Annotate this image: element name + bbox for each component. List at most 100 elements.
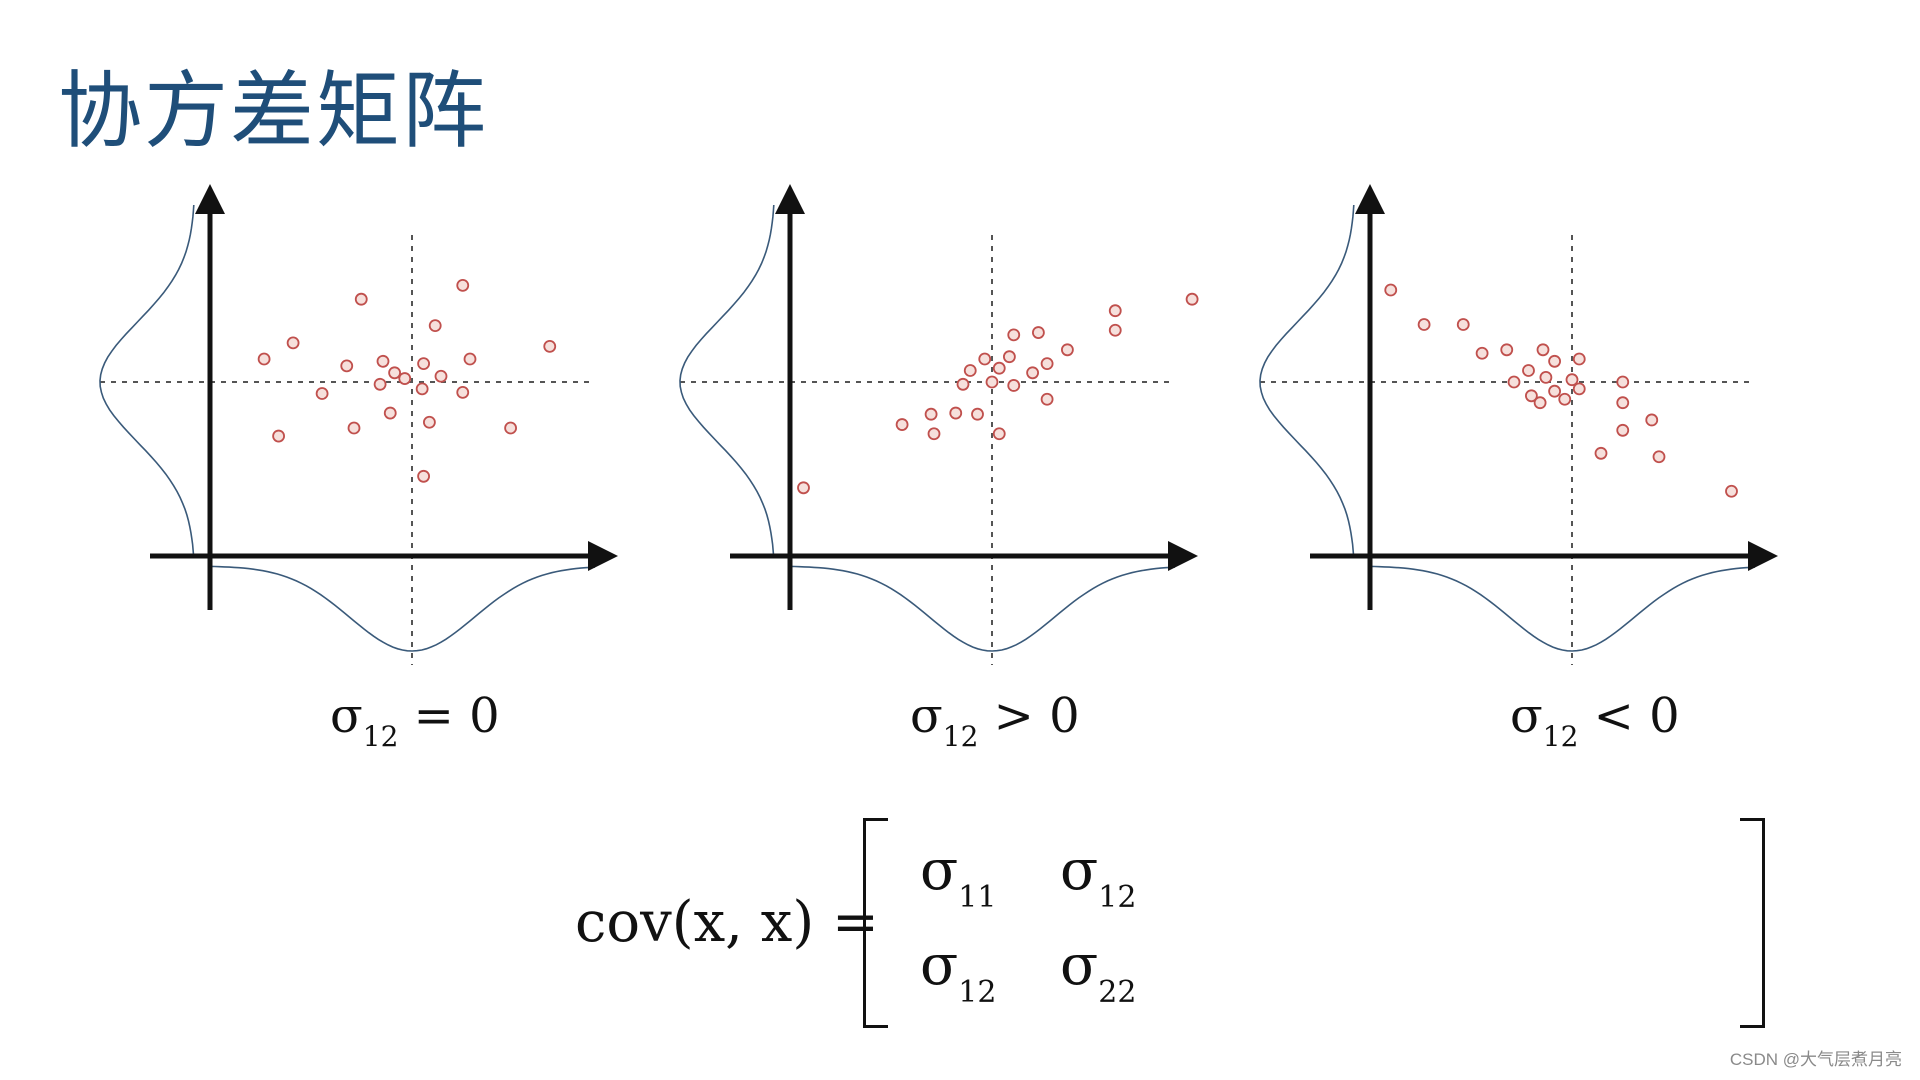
scatter-point	[1572, 382, 1586, 396]
scatter-point	[985, 375, 999, 389]
scatter-point	[895, 418, 909, 431]
scatter-point	[376, 354, 390, 368]
scatter-point	[417, 469, 431, 483]
x-marginal-density	[789, 565, 1176, 652]
caption-sub: 12	[362, 720, 399, 753]
x-marginal-density	[1369, 565, 1756, 652]
scatter-point	[257, 352, 271, 366]
caption-relation: = 0	[413, 688, 500, 744]
scatter-point	[543, 339, 557, 353]
scatter-point	[924, 407, 938, 421]
scatter-point	[949, 406, 963, 420]
scatter-point	[927, 427, 941, 441]
scatter-point	[463, 352, 477, 366]
cell-sub: 11	[958, 880, 997, 915]
scatter-point	[1548, 384, 1561, 398]
caption-symbol: σ	[330, 688, 363, 744]
scatter-point	[504, 421, 518, 435]
scatter-point	[1475, 346, 1489, 360]
matrix-right-bracket	[1740, 818, 1765, 1028]
scatter-point	[1108, 304, 1122, 318]
scatter-point	[992, 361, 1006, 375]
scatter-point	[417, 357, 431, 371]
scatter-point	[1525, 389, 1538, 403]
scatter-point	[992, 427, 1006, 441]
y-marginal-density	[1259, 204, 1355, 557]
scatter-point	[1558, 392, 1572, 406]
scatter-point	[978, 352, 992, 366]
scatter-point	[1548, 354, 1561, 368]
caption-panel-1: σ12 = 0	[330, 688, 500, 753]
matrix-cell-22: σ22	[1060, 933, 1136, 1010]
scatter-point	[956, 377, 970, 391]
matrix-cell-12: σ12	[1060, 838, 1136, 915]
scatter-point	[1040, 392, 1054, 406]
scatter-point	[1040, 357, 1054, 371]
scatter-point	[456, 385, 470, 399]
y-marginal-density	[99, 204, 195, 557]
scatter-point	[1026, 366, 1039, 380]
scatter-point	[1616, 375, 1630, 389]
scatter-point	[797, 481, 810, 495]
scatter-point	[1539, 370, 1553, 384]
scatter-point	[286, 336, 300, 350]
scatter-point	[971, 407, 984, 421]
scatter-point	[1565, 373, 1579, 387]
scatter-point	[398, 372, 412, 385]
scatter-point	[1108, 323, 1122, 337]
scatter-point	[1456, 318, 1470, 331]
scatter-point	[1003, 350, 1016, 364]
scatter-point	[415, 382, 429, 396]
caption-symbol: σ	[1510, 688, 1543, 744]
caption-symbol: σ	[910, 688, 943, 744]
scatter-point	[383, 406, 397, 420]
matrix-left-bracket	[863, 818, 888, 1028]
caption-relation: < 0	[1593, 688, 1680, 744]
cell-sub: 12	[1098, 880, 1137, 915]
scatter-point	[1061, 343, 1074, 357]
scatter-point	[1185, 292, 1199, 306]
cell-symbol: σ	[920, 838, 959, 903]
scatter-point	[456, 278, 470, 292]
watermark: CSDN @大气层煮月亮	[1729, 1050, 1902, 1069]
cell-sub: 12	[958, 975, 997, 1010]
scatter-point	[1645, 413, 1659, 427]
slide-title: 协方差矩阵	[58, 62, 489, 160]
scatter-point	[1725, 484, 1738, 498]
y-marginal-density	[679, 204, 775, 557]
scatter-point	[315, 387, 329, 400]
scatter-point	[963, 364, 977, 377]
caption-panel-3: σ12 < 0	[1510, 688, 1680, 753]
scatter-point	[354, 292, 368, 306]
scatter-point	[1533, 396, 1547, 410]
scatter-point	[340, 359, 354, 373]
cell-symbol: σ	[1060, 838, 1099, 903]
scatter-point	[272, 429, 286, 443]
caption-sub: 12	[942, 720, 979, 753]
scatter-point	[1032, 326, 1045, 339]
x-marginal-density	[209, 565, 596, 652]
scatter-point	[1384, 283, 1398, 297]
scatter-point	[428, 319, 442, 333]
scatter-point	[1507, 375, 1521, 389]
scatter-point	[1007, 379, 1021, 392]
matrix-cell-21: σ12	[920, 933, 996, 1010]
scatter-point	[1572, 352, 1586, 366]
caption-sub: 12	[1542, 720, 1579, 753]
scatter-point	[422, 415, 436, 429]
cell-symbol: σ	[920, 933, 959, 998]
cell-sub: 22	[1098, 975, 1137, 1010]
caption-panel-2: σ12 > 0	[910, 688, 1080, 753]
scatter-point	[1594, 446, 1608, 460]
cell-symbol: σ	[1060, 933, 1099, 998]
matrix-cell-11: σ11	[920, 838, 996, 915]
scatter-point	[1417, 318, 1431, 331]
scatter-point	[1522, 364, 1535, 377]
scatter-plots	[99, 184, 1778, 665]
scatter-point	[373, 377, 387, 391]
scatter-point	[1007, 328, 1021, 342]
scatter-point	[347, 421, 361, 435]
scatter-point	[1500, 343, 1514, 357]
scatter-point	[388, 366, 402, 380]
formula-lhs: cov(x, x) =	[575, 890, 879, 955]
